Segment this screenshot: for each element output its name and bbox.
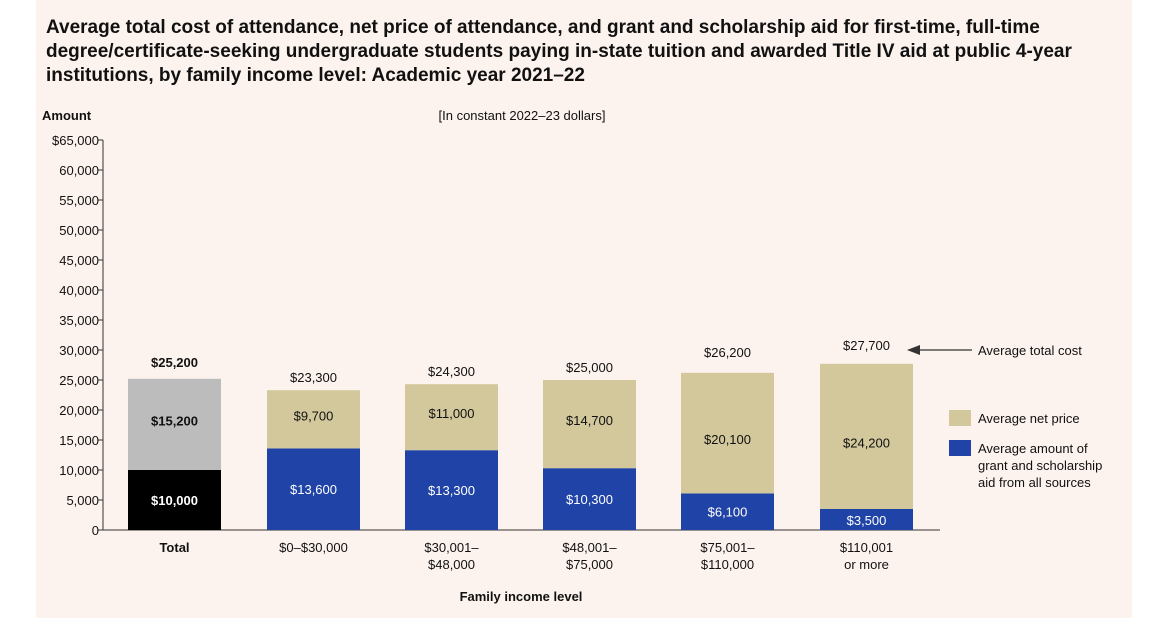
y-tick-label: 55,000 <box>59 193 99 208</box>
label-net-price: $20,100 <box>704 432 751 447</box>
bar-grant-aid <box>405 450 498 530</box>
label-total-cost: $25,000 <box>566 360 613 375</box>
bar-net-price <box>820 363 913 509</box>
bar-grant-aid <box>820 509 913 530</box>
legend-label: Average net price <box>978 411 1080 426</box>
bar-grant-aid <box>267 448 360 530</box>
legend-swatch <box>949 410 971 426</box>
legend-label: aid from all sources <box>978 475 1091 490</box>
x-category-label: $48,001– <box>562 540 617 555</box>
label-total-cost: $25,200 <box>151 355 198 370</box>
x-category-label: $75,000 <box>566 557 613 572</box>
label-grant-aid: $3,500 <box>847 513 887 528</box>
x-category-label: $110,001 <box>840 540 893 555</box>
bar-net-price <box>128 378 221 470</box>
y-tick-label: 60,000 <box>59 163 99 178</box>
y-tick-label: 45,000 <box>59 253 99 268</box>
x-axis-label: Family income level <box>460 589 583 604</box>
label-net-price: $15,200 <box>151 413 198 428</box>
y-tick-label: 0 <box>92 523 99 538</box>
y-tick-label: 50,000 <box>59 223 99 238</box>
x-category-label: $110,000 <box>701 557 754 572</box>
x-category-label: $75,001– <box>700 540 755 555</box>
bar-grant-aid <box>543 468 636 530</box>
legend-swatch <box>949 440 971 456</box>
y-tick-label: 40,000 <box>59 283 99 298</box>
bar-net-price <box>681 372 774 494</box>
bar-net-price <box>405 384 498 451</box>
legend-label: grant and scholarship <box>978 458 1102 473</box>
x-category-label: $0–$30,000 <box>279 540 348 555</box>
label-grant-aid: $13,600 <box>290 482 337 497</box>
y-tick-label: 25,000 <box>59 373 99 388</box>
x-category-label: $30,001– <box>424 540 479 555</box>
label-total-cost: $23,300 <box>290 370 337 385</box>
label-grant-aid: $13,300 <box>428 483 475 498</box>
label-net-price: $11,000 <box>428 406 474 421</box>
x-category-label: $48,000 <box>428 557 475 572</box>
annotation-arrowhead <box>907 345 920 355</box>
y-axis-label: Amount <box>42 108 92 123</box>
x-category-label: or more <box>844 557 889 572</box>
label-total-cost: $24,300 <box>428 364 475 379</box>
y-tick-label: 10,000 <box>59 463 99 478</box>
label-net-price: $9,700 <box>294 408 334 423</box>
annotation-average-total-cost: Average total cost <box>978 343 1082 358</box>
label-grant-aid: $10,300 <box>566 492 613 507</box>
y-tick-label: 30,000 <box>59 343 99 358</box>
label-grant-aid: $6,100 <box>708 505 748 520</box>
bar-grant-aid <box>128 470 221 530</box>
legend-label: Average amount of <box>978 441 1088 456</box>
bar-net-price <box>267 390 360 449</box>
chart-subtitle: [In constant 2022–23 dollars] <box>439 108 606 123</box>
y-tick-label: 35,000 <box>59 313 99 328</box>
label-net-price: $14,700 <box>566 413 613 428</box>
bar-net-price <box>543 380 636 469</box>
y-tick-label: $65,000 <box>52 133 99 148</box>
label-total-cost: $27,700 <box>843 338 890 353</box>
bar-grant-aid <box>681 493 774 530</box>
label-net-price: $24,200 <box>843 435 890 450</box>
y-tick-label: 20,000 <box>59 403 99 418</box>
y-tick-label: 5,000 <box>66 493 99 508</box>
label-total-cost: $26,200 <box>704 345 751 360</box>
chart-title: Average total cost of attendance, net pr… <box>46 17 1072 86</box>
x-category-label: Total <box>159 540 189 555</box>
y-tick-label: 15,000 <box>59 433 99 448</box>
label-grant-aid: $10,000 <box>151 493 198 508</box>
